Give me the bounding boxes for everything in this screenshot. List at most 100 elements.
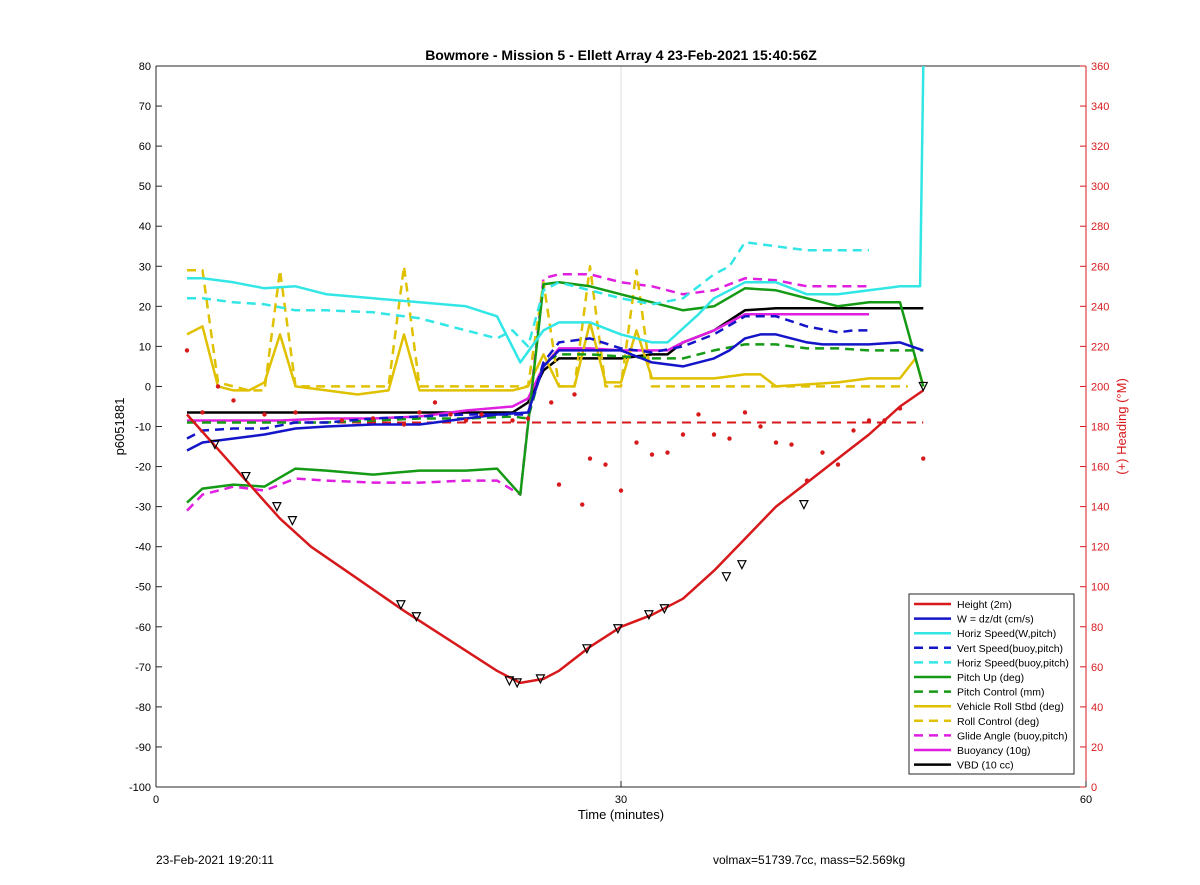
heading-point — [215, 384, 221, 389]
height-marker — [736, 560, 747, 571]
heading-point — [262, 412, 267, 417]
series-line-7 — [186, 321, 925, 396]
heading-point — [727, 436, 732, 441]
footer-info: volmax=51739.7cc, mass=52.569kg — [713, 853, 906, 867]
height-marker — [271, 502, 282, 512]
y-tick-label: 0 — [145, 381, 151, 393]
y-tick-label: -60 — [135, 622, 151, 634]
heading-point — [758, 424, 763, 429]
legend-label-8: Roll Control (deg) — [957, 716, 1039, 728]
heading-point — [448, 412, 453, 417]
height-marker — [411, 612, 422, 623]
series-line-3 — [186, 315, 869, 440]
y-tick-label: 60 — [139, 141, 151, 153]
height-marker — [918, 381, 929, 392]
y-tick-label: -90 — [135, 742, 151, 754]
y-right-tick-label: 360 — [1091, 61, 1109, 73]
legend-label-10: Buoyancy (10g) — [957, 745, 1031, 757]
heading-point — [665, 450, 670, 455]
heading-point — [742, 410, 748, 415]
y-right-tick-label: 140 — [1091, 502, 1109, 514]
heading-point — [804, 478, 810, 483]
heading-point — [525, 416, 531, 421]
heading-point — [572, 392, 577, 397]
legend-label-11: VBD (10 cc) — [957, 760, 1014, 772]
y-right-axis-label: (+) Heading (°M) — [1114, 378, 1129, 475]
x-tick-label: 60 — [1080, 794, 1092, 806]
y-right-tick-label: 180 — [1091, 422, 1109, 434]
heading-point — [463, 418, 469, 423]
height-marker — [395, 600, 406, 611]
y-right-tick-label: 260 — [1091, 261, 1109, 273]
y-tick-label: 70 — [139, 101, 151, 113]
plot-content — [184, 65, 929, 689]
height-marker — [798, 500, 809, 510]
y-right-tick-label: 160 — [1091, 462, 1109, 474]
legend-label-1: W = dz/dt (cm/s) — [957, 614, 1034, 626]
y-right-tick-label: 100 — [1091, 582, 1109, 594]
heading-point — [549, 400, 554, 405]
y-right-tick-label: 60 — [1091, 662, 1103, 674]
y-tick-label: -100 — [129, 782, 151, 794]
heading-point — [634, 440, 639, 445]
y-tick-label: 20 — [139, 301, 151, 313]
legend-label-3: Vert Speed(buoy,pitch) — [957, 643, 1063, 655]
x-tick-label: 30 — [615, 794, 627, 806]
y-right-tick-label: 200 — [1091, 381, 1109, 393]
y-tick-label: 10 — [139, 341, 151, 353]
heading-point — [401, 422, 407, 427]
heading-point — [580, 502, 585, 507]
y-tick-label: 80 — [139, 61, 151, 73]
legend-label-6: Pitch Control (mm) — [957, 687, 1045, 699]
series-line-11 — [187, 307, 924, 414]
height-marker — [612, 624, 623, 635]
heading-point — [820, 450, 825, 455]
height-marker — [504, 676, 515, 687]
series-line-8 — [187, 265, 908, 392]
y-tick-label: -70 — [135, 662, 151, 674]
y-right-tick-label: 20 — [1091, 742, 1103, 754]
heading-point — [789, 442, 794, 447]
x-tick-label: 0 — [153, 794, 159, 806]
x-axis-label: Time (minutes) — [578, 807, 664, 822]
heading-point — [587, 456, 593, 461]
heading-point — [897, 406, 903, 411]
y-tick-label: -30 — [135, 502, 151, 514]
height-marker — [240, 471, 251, 482]
legend-label-0: Height (2m) — [957, 599, 1012, 611]
heading-point — [479, 412, 484, 417]
y-axis-label: p6051881 — [112, 398, 127, 456]
height-marker — [721, 572, 732, 583]
y-right-tick-label: 320 — [1091, 141, 1109, 153]
heading-point — [432, 400, 438, 405]
series-line-0 — [186, 389, 925, 685]
heading-point — [921, 456, 926, 461]
heading-point — [866, 418, 872, 423]
y-right-tick-label: 280 — [1091, 221, 1109, 233]
y-right-tick-label: 40 — [1091, 702, 1103, 714]
series-line-6 — [187, 343, 924, 424]
heading-point — [556, 482, 562, 487]
heading-point — [231, 398, 236, 403]
series-line-4 — [187, 240, 869, 348]
heading-point — [510, 418, 515, 423]
y-tick-label: -10 — [135, 422, 151, 434]
series-line-10 — [187, 313, 869, 422]
y-tick-label: 40 — [139, 221, 151, 233]
heading-point — [184, 348, 190, 353]
heading-point — [603, 462, 608, 467]
height-marker — [581, 644, 592, 655]
y-right-tick-label: 220 — [1091, 341, 1109, 353]
height-marker — [643, 610, 654, 621]
heading-point — [417, 410, 422, 415]
heading-point — [370, 416, 376, 421]
heading-point — [618, 488, 624, 493]
height-marker — [287, 516, 298, 526]
y-right-tick-label: 120 — [1091, 542, 1109, 554]
y-right-tick-label: 300 — [1091, 181, 1109, 193]
legend-box — [908, 593, 1075, 775]
heading-point — [882, 418, 887, 423]
legend-label-2: Horiz Speed(W,pitch) — [957, 628, 1056, 640]
heading-point — [680, 432, 686, 437]
heading-point — [293, 410, 298, 415]
